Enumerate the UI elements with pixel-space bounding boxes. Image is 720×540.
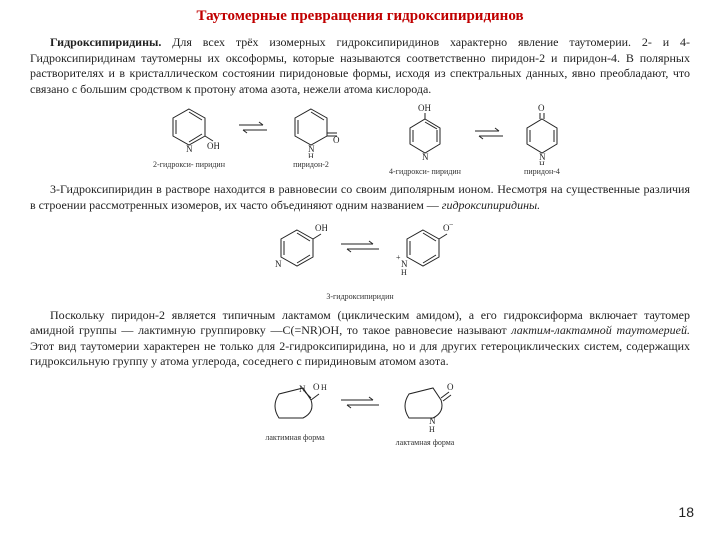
label-2-hydroxypyridine: 2-гидрокси- пиридин bbox=[153, 160, 225, 169]
oh-group: OH bbox=[207, 141, 219, 151]
content-body: Гидроксипиридины. Для всех трёх изомерны… bbox=[0, 35, 720, 447]
n-atom: N bbox=[275, 259, 282, 269]
label-pyridone-4: пиридон-4 bbox=[524, 167, 560, 176]
para1-lead: Гидроксипиридины. bbox=[50, 35, 161, 49]
h-atom: H bbox=[321, 383, 327, 392]
svg-text:+: + bbox=[396, 253, 401, 262]
mol-lactim: N O H лактимная форма bbox=[263, 376, 327, 442]
scheme-3: N O H лактимная форма N H O лактамная фо… bbox=[30, 376, 690, 447]
paragraph-2: 3-Гидроксипиридин в растворе находится в… bbox=[30, 182, 690, 213]
oh-group: OH bbox=[418, 103, 431, 113]
equilibrium-arrow-3 bbox=[337, 220, 383, 275]
paragraph-1: Гидроксипиридины. Для всех трёх изомерны… bbox=[30, 35, 690, 97]
oh-group: OH bbox=[315, 223, 327, 233]
label-4-hydroxypyridine: 4-гидрокси- пиридин bbox=[389, 167, 461, 176]
scheme2-caption: 3-гидроксипиридин bbox=[30, 286, 690, 304]
h-atom: H bbox=[308, 152, 314, 158]
para2-term: гидроксипиридины. bbox=[442, 198, 540, 212]
mol-3-hydroxypyridine-zwitterion: N H O − + bbox=[393, 220, 453, 280]
o-atom: O bbox=[333, 135, 340, 145]
label-lactam: лактамная форма bbox=[396, 438, 455, 447]
n-atom: N bbox=[422, 152, 429, 162]
equilibrium-arrow-2 bbox=[471, 103, 507, 165]
mol-lactam: N H O лактамная форма bbox=[393, 376, 457, 447]
paragraph-3: Поскольку пиридон-2 является типичным ла… bbox=[30, 308, 690, 370]
page-title: Таутомерные превращения гидроксипиридино… bbox=[0, 0, 720, 31]
o-atom: O bbox=[313, 382, 320, 392]
label-lactim: лактимная форма bbox=[265, 433, 324, 442]
para3b-text: Этот вид таутомерии характерен не только… bbox=[30, 339, 690, 369]
mol-pyridone-4: O N H пиридон-4 bbox=[517, 103, 567, 176]
h-atom: H bbox=[429, 425, 435, 434]
para2-text: 3-Гидроксипиридин в растворе находится в… bbox=[30, 182, 690, 212]
scheme-1: N OH 2-гидрокси- пиридин N H O пиридо bbox=[30, 103, 690, 176]
label-pyridone-2: пиридон-2 bbox=[293, 160, 329, 169]
svg-text:−: − bbox=[449, 220, 453, 229]
o-atom: O bbox=[447, 382, 454, 392]
mol-pyridone-2: N H O пиридон-2 bbox=[281, 103, 341, 169]
h-atom: H bbox=[401, 268, 407, 277]
equilibrium-arrow-4 bbox=[337, 376, 383, 431]
h-atom: H bbox=[539, 160, 545, 165]
equilibrium-arrow-1 bbox=[235, 103, 271, 158]
page-number: 18 bbox=[678, 504, 694, 520]
mol-2-hydroxypyridine: N OH 2-гидрокси- пиридин bbox=[153, 103, 225, 169]
scheme-2: N OH N H O − + bbox=[30, 220, 690, 280]
mol-3-hydroxypyridine: N OH bbox=[267, 220, 327, 275]
o-atom: O bbox=[538, 103, 545, 113]
mol-4-hydroxypyridine: OH N 4-гидрокси- пиридин bbox=[389, 103, 461, 176]
para3-term: лактим-лактамной таутомерией. bbox=[511, 323, 690, 337]
n-atom: N bbox=[186, 144, 193, 154]
